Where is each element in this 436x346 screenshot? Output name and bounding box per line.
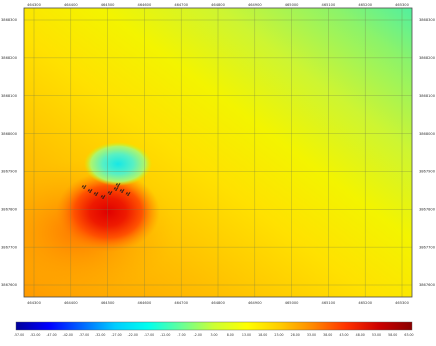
y-tick-label: 3868300 — [1, 18, 18, 22]
x-tick-label: 464500 — [101, 301, 115, 305]
x-tick-label: 464300 — [27, 3, 41, 7]
legend-tick-label: -7.00 — [177, 333, 185, 337]
legend-tick-label: 13.00 — [242, 333, 251, 337]
y-tick-label: 3868300 — [419, 18, 436, 22]
y-tick-label: 3867900 — [1, 170, 18, 174]
y-tick-label: 3867600 — [1, 283, 18, 287]
x-tick-label: 465200 — [358, 301, 372, 305]
legend-tick-label: 38.00 — [323, 333, 332, 337]
y-tick-label: 3868200 — [1, 56, 18, 60]
x-tick-label: 464600 — [138, 301, 152, 305]
legend-tick-label: 23.00 — [274, 333, 283, 337]
legend-tick-label: 43.00 — [339, 333, 348, 337]
x-tick-label: 465100 — [322, 3, 336, 7]
x-tick-label: 464700 — [174, 301, 188, 305]
legend-tick-label: 3.00 — [210, 333, 217, 337]
legend-tick-label: -2.00 — [194, 333, 202, 337]
x-tick-label: 464600 — [138, 3, 152, 7]
x-tick-label: 465300 — [395, 3, 409, 7]
y-tick-label: 3867900 — [419, 170, 436, 174]
y-tick-label: 3868200 — [419, 56, 436, 60]
legend-tick-label: -47.00 — [46, 333, 56, 337]
low-anomaly — [84, 142, 152, 186]
x-tick-label: 464400 — [64, 301, 78, 305]
legend-color-bar — [16, 322, 412, 330]
y-tick-label: 3867600 — [419, 283, 436, 287]
x-tick-label: 464300 — [27, 301, 41, 305]
legend-tick-label: 33.00 — [307, 333, 316, 337]
legend-tick-label: -27.00 — [111, 333, 121, 337]
x-tick-label: 464400 — [64, 3, 78, 7]
x-tick-label: 464800 — [211, 3, 225, 7]
y-tick-label: 3868100 — [1, 94, 18, 98]
legend-tick-label: 53.00 — [372, 333, 381, 337]
legend-tick-label: -42.00 — [63, 333, 73, 337]
y-tick-label: 3867700 — [1, 245, 18, 249]
legend-tick-label: -17.00 — [144, 333, 154, 337]
x-tick-label: 464900 — [248, 301, 262, 305]
y-tick-label: 3868000 — [419, 132, 436, 136]
legend-tick-label: 18.00 — [258, 333, 267, 337]
legend-tick-label: -57.00 — [14, 333, 24, 337]
x-tick-label: 464800 — [211, 301, 225, 305]
x-tick-label: 464700 — [174, 3, 188, 7]
legend-tick-label: 28.00 — [291, 333, 300, 337]
x-tick-label: 465100 — [322, 301, 336, 305]
legend-tick-label: -37.00 — [79, 333, 89, 337]
x-tick-label: 465000 — [285, 301, 299, 305]
legend-tick-label: 8.00 — [227, 333, 234, 337]
x-tick-label: 465300 — [395, 301, 409, 305]
y-tick-label: 3868100 — [419, 94, 436, 98]
legend-tick-label: -32.00 — [95, 333, 105, 337]
legend-tick-label: 58.00 — [388, 333, 397, 337]
legend-tick-label: 48.00 — [356, 333, 365, 337]
y-tick-label: 3868000 — [1, 132, 18, 136]
y-tick-label: 3867700 — [419, 245, 436, 249]
legend-tick-label: -52.00 — [30, 333, 40, 337]
legend-tick-label: 63.00 — [404, 333, 413, 337]
x-tick-label: 464500 — [101, 3, 115, 7]
x-tick-label: 464900 — [248, 3, 262, 7]
y-tick-label: 3867800 — [419, 207, 436, 211]
x-tick-label: 465000 — [285, 3, 299, 7]
legend-tick-label: -22.00 — [128, 333, 138, 337]
x-tick-label: 465200 — [358, 3, 372, 7]
field-raster — [0, 8, 412, 300]
legend-tick-label: -12.00 — [160, 333, 170, 337]
y-tick-label: 3867800 — [1, 207, 18, 211]
